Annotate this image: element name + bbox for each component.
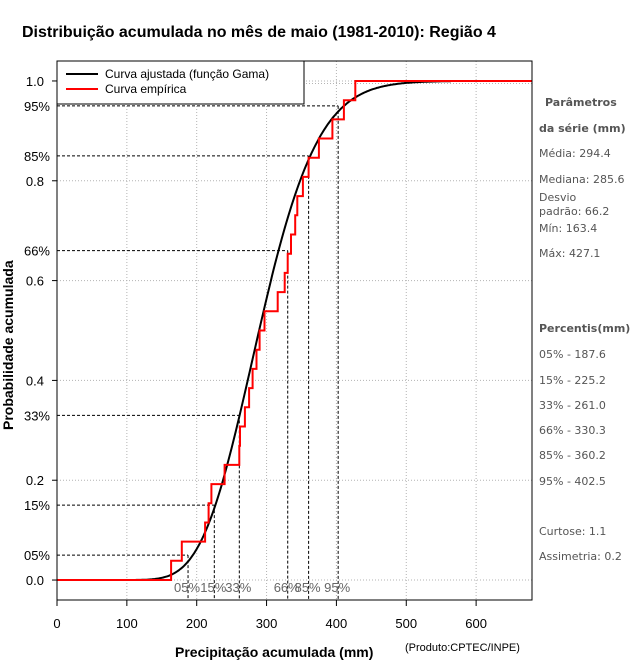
- percentile-y-label: 95%: [24, 99, 50, 114]
- y-axis-label: Probabilidade acumulada: [0, 260, 16, 430]
- param-max: Máx: 427.1: [539, 247, 601, 260]
- percentil-66: 66% - 330.3: [539, 424, 606, 437]
- percentile-y-label: 15%: [24, 498, 50, 513]
- percentile-x-label: 33%: [225, 580, 251, 595]
- x-tick-label: 500: [395, 616, 417, 631]
- percentil-33: 33% - 261.0: [539, 399, 606, 412]
- percentile-x-label: 15%: [200, 580, 226, 595]
- percentil-95: 95% - 402.5: [539, 475, 606, 488]
- y-tick-label: 0.0: [26, 573, 44, 588]
- x-tick-label: 300: [256, 616, 278, 631]
- param-desvio-line2: padrão: 66.2: [539, 205, 610, 218]
- params-title-line2: da série (mm): [539, 122, 626, 135]
- legend: Curva ajustada (função Gama) Curva empír…: [56, 60, 305, 105]
- x-tick-label: 400: [326, 616, 348, 631]
- y-tick-label: 0.2: [26, 473, 44, 488]
- x-axis-label: Precipitação acumulada (mm): [175, 644, 373, 660]
- percentile-y-label: 66%: [24, 244, 50, 259]
- param-desvio-line1: Desvio: [539, 191, 577, 204]
- percentil-15: 15% - 225.2: [539, 374, 606, 387]
- x-tick-label: 200: [186, 616, 208, 631]
- chart-title: Distribuição acumulada no mês de maio (1…: [22, 24, 496, 41]
- y-tick-label: 0.8: [26, 174, 44, 189]
- param-min: Mín: 163.4: [539, 222, 598, 235]
- plot-frame: [56, 60, 533, 601]
- percentil-85: 85% - 360.2: [539, 449, 606, 462]
- params-title-line1: Parâmetros: [545, 96, 617, 109]
- y-tick-label: 1.0: [26, 74, 44, 89]
- stat-curtose: Curtose: 1.1: [539, 525, 607, 538]
- percentile-x-label: 05%: [174, 580, 200, 595]
- percentil-05: 05% - 187.6: [539, 348, 606, 361]
- legend-box: [56, 60, 305, 105]
- y-tick-label: 0.4: [26, 373, 44, 388]
- percentile-x-label: 66%: [274, 580, 300, 595]
- percentile-y-label: 85%: [24, 149, 50, 164]
- y-tick-label: 0.6: [26, 274, 44, 289]
- legend-label-empirical: Curva empírica: [105, 82, 187, 96]
- legend-label-fitted: Curva ajustada (função Gama): [105, 67, 269, 81]
- percentile-x-label: 85%: [295, 580, 321, 595]
- x-tick-label: 100: [116, 616, 138, 631]
- percentile-y-label: 05%: [24, 548, 50, 563]
- x-tick-label: 0: [53, 616, 60, 631]
- percentile-x-label: 95%: [324, 580, 350, 595]
- x-tick-label: 600: [465, 616, 487, 631]
- param-mediana: Mediana: 285.6: [539, 173, 625, 186]
- param-media: Média: 294.4: [539, 147, 611, 160]
- credit-text: (Produto:CPTEC/INPE): [405, 642, 520, 654]
- percentis-title: Percentis(mm): [539, 322, 631, 335]
- percentile-y-label: 33%: [24, 408, 50, 423]
- stat-assimetria: Assimetria: 0.2: [539, 550, 622, 563]
- empirical-step-curve: [56, 79, 533, 582]
